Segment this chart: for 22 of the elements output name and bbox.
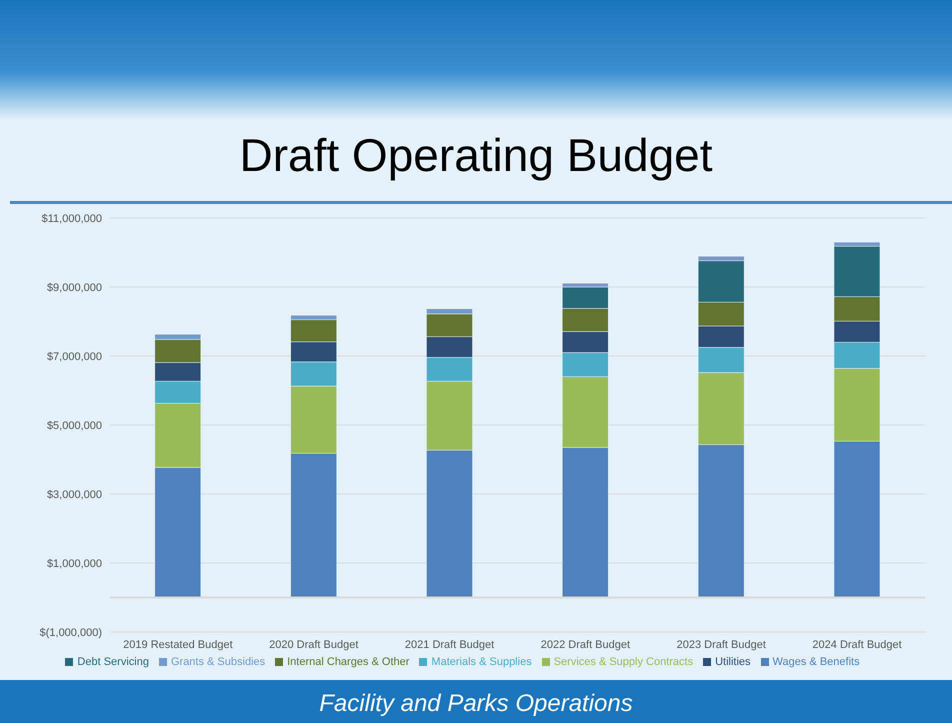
y-tick-label: $5,000,000 <box>46 420 102 432</box>
text: Facility and Parks Operations <box>318 690 634 718</box>
legend-label: Materials & Supplies <box>431 656 532 668</box>
legend-label: Debt Servicing <box>77 656 149 668</box>
legend-label: Grants & Subsidies <box>170 656 266 668</box>
y-tick-label: $7,000,000 <box>46 350 102 363</box>
chart-title: Draft Operating Budget <box>238 128 714 182</box>
x-tick-label: 2024 Draft Budget <box>812 638 902 651</box>
x-tick-label: 2021 Draft Budget <box>404 638 494 651</box>
y-tick-label: $1,000,000 <box>46 558 102 570</box>
y-tick-label: $3,000,000 <box>46 488 102 501</box>
legend-label: Wages & Benefits <box>772 656 860 668</box>
y-tick-label: $(1,000,000) <box>40 626 102 639</box>
legend-label: Internal Charges & Other <box>287 656 410 668</box>
x-tick-label: 2019 Restated Budget <box>123 638 233 651</box>
y-tick-label: $11,000,000 <box>42 212 102 225</box>
legend-label: Services & Supply Contracts <box>554 656 694 668</box>
x-tick-label: 2020 Draft Budget <box>269 638 358 651</box>
x-tick-label: 2022 Draft Budget <box>540 638 630 651</box>
x-tick-label: 2023 Draft Budget <box>676 638 766 651</box>
y-tick-label: $9,000,000 <box>46 282 102 294</box>
legend-label: Utilities <box>715 656 751 668</box>
